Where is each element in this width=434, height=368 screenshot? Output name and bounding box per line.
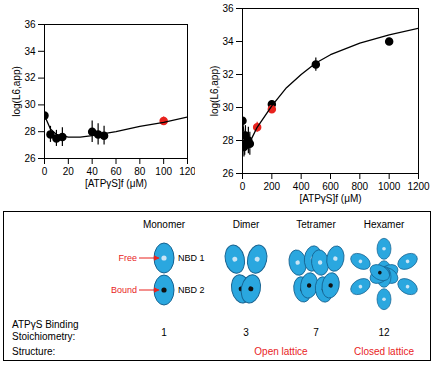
svg-text:120: 120 [179, 166, 195, 177]
svg-text:80: 80 [134, 166, 146, 177]
svg-text:26: 26 [24, 153, 36, 164]
svg-text:30: 30 [24, 99, 36, 110]
svg-text:NBD 1: NBD 1 [178, 253, 205, 263]
svg-text:[ATPγS]f (μM): [ATPγS]f (μM) [299, 193, 361, 204]
svg-text:32: 32 [24, 72, 36, 83]
svg-text:28: 28 [222, 135, 234, 146]
svg-text:26: 26 [222, 168, 234, 179]
svg-text:30: 30 [222, 102, 234, 113]
svg-text:log(L6,app): log(L6,app) [11, 66, 22, 117]
svg-text:40: 40 [87, 166, 99, 177]
svg-text:[ATPγS]f (μM): [ATPγS]f (μM) [85, 178, 147, 189]
svg-text:20: 20 [63, 166, 75, 177]
svg-text:1200: 1200 [407, 181, 430, 192]
svg-text:ATPγS Binding: ATPγS Binding [12, 319, 79, 330]
svg-text:Bound: Bound [111, 285, 137, 295]
svg-text:3: 3 [243, 327, 249, 338]
svg-text:12: 12 [378, 327, 390, 338]
svg-text:0: 0 [42, 166, 48, 177]
svg-text:Stoichiometry:: Stoichiometry: [12, 331, 75, 342]
svg-text:60: 60 [110, 166, 122, 177]
svg-text:Monomer: Monomer [143, 219, 186, 230]
svg-text:600: 600 [322, 181, 339, 192]
svg-text:36: 36 [222, 3, 234, 14]
svg-text:7: 7 [313, 327, 319, 338]
svg-text:1: 1 [161, 327, 167, 338]
svg-text:Dimer: Dimer [233, 219, 260, 230]
svg-text:Tetramer: Tetramer [296, 219, 336, 230]
svg-text:32: 32 [222, 69, 234, 80]
svg-text:Free: Free [118, 253, 137, 263]
svg-text:NBD 2: NBD 2 [178, 285, 205, 295]
svg-text:200: 200 [263, 181, 280, 192]
svg-text:Closed lattice: Closed lattice [354, 346, 414, 357]
svg-text:100: 100 [155, 166, 172, 177]
svg-text:34: 34 [222, 36, 234, 47]
svg-text:Structure:: Structure: [12, 346, 55, 357]
svg-text:0: 0 [240, 181, 246, 192]
svg-text:34: 34 [24, 46, 36, 57]
svg-text:log(L6,app): log(L6,app) [209, 66, 220, 117]
svg-text:800: 800 [351, 181, 368, 192]
svg-text:Open lattice: Open lattice [254, 346, 308, 357]
svg-text:28: 28 [24, 126, 36, 137]
svg-text:Hexamer: Hexamer [364, 219, 405, 230]
svg-text:36: 36 [24, 19, 36, 30]
svg-text:400: 400 [293, 181, 310, 192]
svg-text:1000: 1000 [378, 181, 401, 192]
